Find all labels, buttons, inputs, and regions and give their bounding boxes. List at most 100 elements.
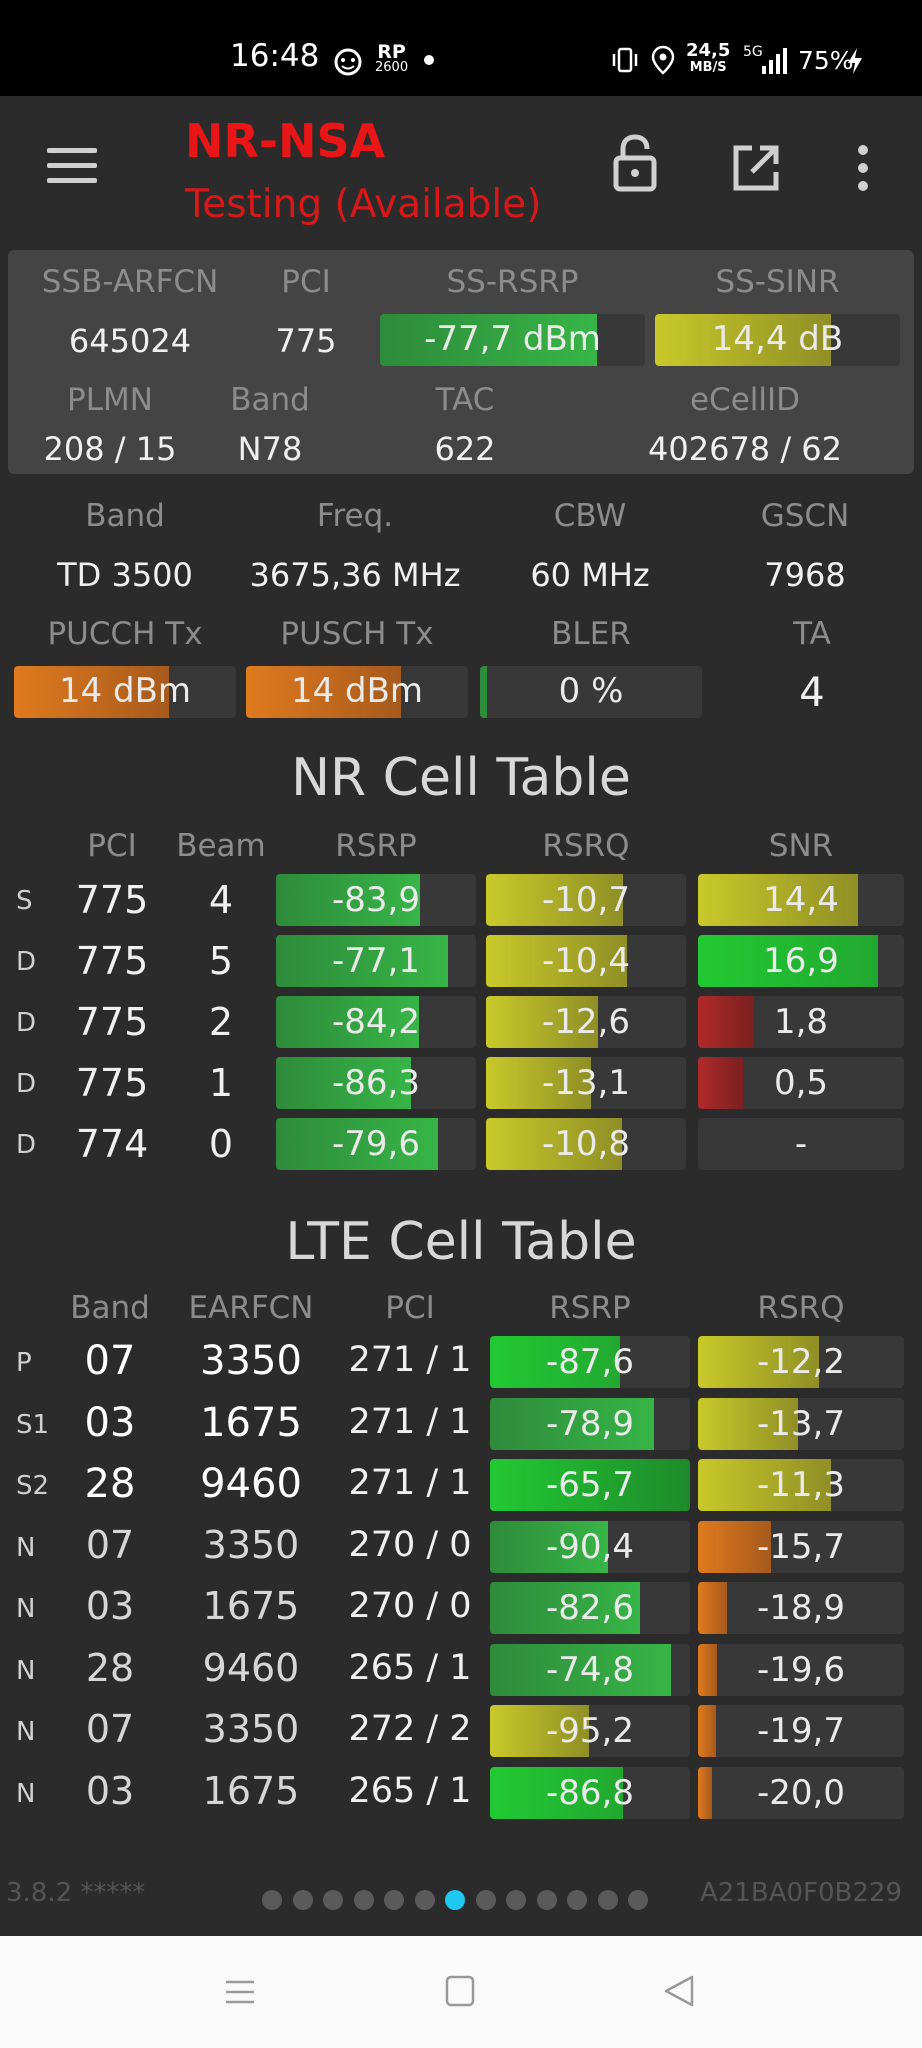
nr-snr-fill xyxy=(698,1057,744,1109)
notification-dot-icon xyxy=(424,55,434,65)
lte-rsrp-bar: -65,7 xyxy=(490,1459,690,1511)
lte-rsrq-value: -15,7 xyxy=(757,1526,845,1567)
lte-rsrp-bar: -82,6 xyxy=(490,1582,690,1634)
page-dot[interactable] xyxy=(414,1890,435,1910)
lte-rsrp-bar: -87,6 xyxy=(490,1336,690,1388)
lte-rsrq-fill xyxy=(698,1705,716,1757)
lte-header-earfcn: EARFCN xyxy=(188,1290,314,1326)
ssb-arfcn-value: 645024 xyxy=(68,322,192,360)
header-detail-band: Band xyxy=(85,498,165,534)
menu-icon[interactable] xyxy=(40,136,104,196)
lte-header-pci: PCI xyxy=(385,1290,435,1326)
ss-sinr-value: 14,4 dB xyxy=(711,319,844,359)
page-dot[interactable] xyxy=(384,1890,404,1910)
lte-row-pci: 271 / 1 xyxy=(348,1340,472,1380)
lte-header-band: Band xyxy=(70,1290,150,1326)
lte-rsrp-bar: -74,8 xyxy=(490,1643,690,1696)
page-dot[interactable] xyxy=(536,1890,557,1910)
back-icon[interactable] xyxy=(662,1974,696,2008)
version-label: 3.8.2 ***** xyxy=(6,1878,146,1908)
nr-rsrp-bar: -83,9 xyxy=(276,874,476,926)
page-dot[interactable] xyxy=(567,1890,587,1910)
nr-rsrq-value: -13,1 xyxy=(542,1063,630,1103)
nr-rsrq-fill xyxy=(486,935,628,987)
gscn-value: 7968 xyxy=(764,556,846,594)
nr-rsrq-bar: -13,1 xyxy=(486,1057,686,1109)
pci-value: 775 xyxy=(275,322,337,360)
pucch-tx-value: 14 dBm xyxy=(58,671,192,711)
ss-rsrp-bar: -77,7 dBm xyxy=(380,314,645,366)
lte-row-type: N xyxy=(16,1717,36,1747)
lte-rsrp-fill xyxy=(490,1520,609,1573)
nr-row-beam: 1 xyxy=(208,1061,234,1105)
ss-sinr-bar: 14,4 dB xyxy=(655,314,900,366)
lte-rsrq-bar: -15,7 xyxy=(698,1520,904,1573)
nr-rsrq-value: -10,7 xyxy=(542,880,630,920)
lte-rsrq-fill xyxy=(698,1336,819,1388)
nr-row-beam: 2 xyxy=(208,1000,234,1044)
nr-rsrq-bar: -10,8 xyxy=(486,1118,686,1170)
nr-rsrq-bar: -10,4 xyxy=(486,935,686,987)
nr-header-rsrp: RSRP xyxy=(335,828,417,864)
nr-rsrq-value: -10,8 xyxy=(542,1124,630,1164)
recent-apps-icon[interactable] xyxy=(224,1976,256,2008)
nr-rsrp-bar: -79,6 xyxy=(276,1118,476,1170)
charging-bolt-icon xyxy=(848,48,862,74)
nr-header-rsrq: RSRQ xyxy=(542,828,630,864)
lte-row-pci: 270 / 0 xyxy=(348,1524,472,1565)
navigation-bar xyxy=(0,1936,922,2048)
nr-rsrp-value: -79,6 xyxy=(332,1124,420,1164)
nr-snr-fill xyxy=(698,996,755,1048)
network-type: 5G xyxy=(743,44,763,60)
lte-rsrq-bar: -19,6 xyxy=(698,1643,904,1696)
header-plmn: PLMN xyxy=(67,382,153,418)
bler-bar: 0 % xyxy=(480,666,702,718)
plmn-value: 208 / 15 xyxy=(43,430,177,468)
lte-rsrp-value: -65,7 xyxy=(546,1465,634,1505)
home-icon[interactable] xyxy=(444,1974,476,2008)
app-bar: NR-NSA Testing (Available) xyxy=(0,96,922,246)
header-pci: PCI xyxy=(281,264,331,300)
lte-row-earfcn: 3350 xyxy=(202,1707,300,1751)
page-dot[interactable] xyxy=(262,1890,282,1910)
header-bler: BLER xyxy=(551,616,631,652)
pucch-tx-bar: 14 dBm xyxy=(14,666,236,718)
lte-rsrp-fill xyxy=(490,1397,655,1450)
lock-open-icon[interactable] xyxy=(610,134,660,194)
lte-row-earfcn: 3350 xyxy=(200,1338,302,1384)
page-dot[interactable] xyxy=(292,1890,313,1910)
lte-row-earfcn: 1675 xyxy=(202,1584,300,1628)
page-dot[interactable] xyxy=(445,1890,465,1910)
page-dot[interactable] xyxy=(506,1890,526,1910)
page-dot[interactable] xyxy=(597,1890,618,1910)
vibrate-icon xyxy=(612,47,638,73)
bler-value: 0 % xyxy=(558,671,624,711)
more-options-icon[interactable] xyxy=(853,142,873,194)
nr-rsrp-value: -83,9 xyxy=(332,880,420,920)
status-time: 16:48 xyxy=(230,38,320,74)
nr-rsrp-fill xyxy=(276,996,420,1048)
lte-row-earfcn: 1675 xyxy=(202,1768,300,1813)
page-dot[interactable] xyxy=(353,1890,374,1910)
lte-row-band: 03 xyxy=(85,1768,135,1813)
nr-header-snr: SNR xyxy=(768,828,834,864)
lte-row-pci: 265 / 1 xyxy=(348,1770,472,1811)
ta-value: 4 xyxy=(799,670,825,716)
header-pusch-tx: PUSCH Tx xyxy=(280,616,434,652)
page-dot[interactable] xyxy=(628,1890,648,1910)
header-freq: Freq. xyxy=(316,498,394,534)
lte-rsrq-fill xyxy=(698,1643,718,1696)
page-dot[interactable] xyxy=(323,1890,343,1910)
lte-rsrq-value: -13,7 xyxy=(757,1403,845,1444)
nr-snr-value: 16,9 xyxy=(763,941,839,981)
lte-row-type: N xyxy=(16,1778,36,1809)
nr-row-pci: 775 xyxy=(75,878,149,922)
lte-rsrq-bar: -11,3 xyxy=(698,1459,904,1511)
lte-rsrq-value: -19,7 xyxy=(757,1711,845,1751)
nr-rsrp-bar: -84,2 xyxy=(276,996,476,1048)
open-external-icon[interactable] xyxy=(730,142,782,194)
header-ss-sinr: SS-SINR xyxy=(715,264,840,300)
lte-row-earfcn: 9460 xyxy=(202,1645,300,1690)
lte-row-earfcn: 3350 xyxy=(202,1522,300,1567)
page-dot[interactable] xyxy=(475,1890,496,1910)
